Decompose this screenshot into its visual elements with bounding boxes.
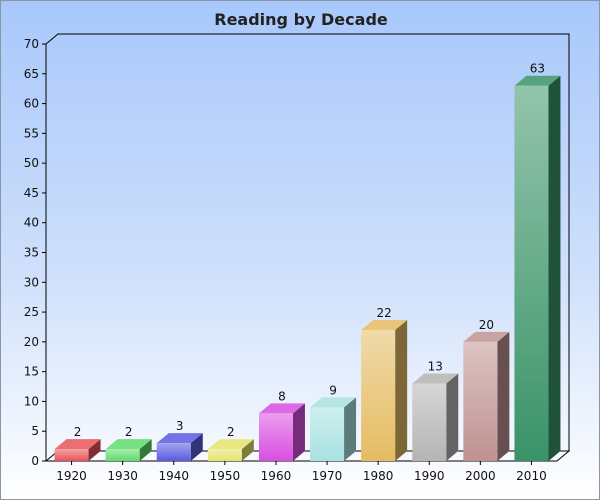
- y-tick-label: 30: [24, 275, 39, 289]
- data-label: 9: [329, 383, 337, 397]
- y-tick-label: 5: [31, 424, 39, 438]
- data-label: 22: [377, 306, 392, 320]
- bar-side: [139, 439, 152, 461]
- bar-side: [395, 319, 408, 461]
- bar-side: [241, 439, 254, 461]
- bar-top: [412, 373, 459, 384]
- y-tick-label: 15: [24, 365, 39, 379]
- bar-top: [310, 397, 357, 408]
- y-tick-label: 40: [24, 216, 39, 230]
- bar-top: [105, 439, 152, 450]
- bar-front: [258, 413, 293, 461]
- y-tick-label: 10: [24, 394, 39, 408]
- y-tick-label: 50: [24, 156, 39, 170]
- x-tick-label: 1980: [363, 469, 394, 483]
- data-label: 20: [479, 318, 494, 332]
- bar-top: [463, 331, 510, 342]
- x-axis-ticks: 1920 1930 1940 1950 1960 1970 1980 1990 2000 2010: [56, 461, 547, 483]
- bar-1950: 2: [207, 425, 254, 461]
- data-label: 3: [176, 419, 184, 433]
- y-axis-ticks: 0 5 10 15 20 25 30 35 40 45 50 55 60 65 70: [24, 37, 46, 468]
- data-label: 63: [530, 62, 545, 76]
- bar-top: [156, 433, 203, 444]
- bar-front: [514, 85, 549, 461]
- bar-front: [54, 449, 89, 461]
- y-tick-label: 20: [24, 335, 39, 349]
- bar-front: [207, 449, 242, 461]
- bar-2010: 63: [514, 62, 561, 461]
- data-label: 8: [278, 389, 286, 403]
- bar-side: [88, 439, 101, 461]
- x-tick-label: 1940: [158, 469, 189, 483]
- bar-side: [548, 75, 561, 461]
- bar-side: [344, 397, 357, 461]
- bar-top: [54, 439, 101, 450]
- x-tick-label: 1960: [261, 469, 292, 483]
- y-tick-label: 0: [31, 454, 39, 468]
- data-label: 2: [227, 425, 235, 439]
- bar-front: [463, 341, 498, 461]
- bar-1920: 2: [54, 425, 101, 461]
- x-tick-label: 1920: [56, 469, 87, 483]
- data-label: 2: [74, 425, 82, 439]
- x-tick-label: 1990: [414, 469, 445, 483]
- bar-1970: 9: [310, 383, 357, 461]
- y-tick-label: 70: [24, 37, 39, 51]
- x-tick-label: 1950: [210, 469, 241, 483]
- y-tick-label: 65: [24, 67, 39, 81]
- bar-front: [310, 407, 345, 461]
- x-tick-label: 2010: [516, 469, 547, 483]
- bar-side: [292, 403, 305, 461]
- y-tick-label: 45: [24, 186, 39, 200]
- y-tick-label: 60: [24, 97, 39, 111]
- bar-1940: 3: [156, 419, 203, 461]
- y-tick-label: 25: [24, 305, 39, 319]
- data-label: 2: [125, 425, 133, 439]
- bar-side: [190, 433, 203, 461]
- bar-1980: 22: [361, 306, 408, 461]
- bar-top: [207, 439, 254, 450]
- bar-side: [446, 373, 459, 461]
- bar-side: [497, 331, 510, 461]
- bar-top: [514, 75, 561, 86]
- x-tick-label: 1930: [107, 469, 138, 483]
- bar-front: [105, 449, 140, 461]
- x-tick-label: 2000: [465, 469, 496, 483]
- chart-title: Reading by Decade: [214, 10, 388, 29]
- x-tick-label: 1970: [312, 469, 343, 483]
- y-tick-label: 55: [24, 126, 39, 140]
- bar-front: [156, 443, 191, 461]
- bar-1990: 13: [412, 360, 459, 461]
- bar-1960: 8: [258, 389, 305, 461]
- bar-2000: 20: [463, 318, 510, 461]
- data-label: 13: [428, 360, 443, 374]
- y-tick-label: 35: [24, 246, 39, 260]
- bar-front: [412, 383, 447, 461]
- bar-front: [361, 329, 396, 461]
- bar-top: [361, 319, 408, 330]
- bar-1930: 2: [105, 425, 152, 461]
- bar-top: [258, 403, 305, 414]
